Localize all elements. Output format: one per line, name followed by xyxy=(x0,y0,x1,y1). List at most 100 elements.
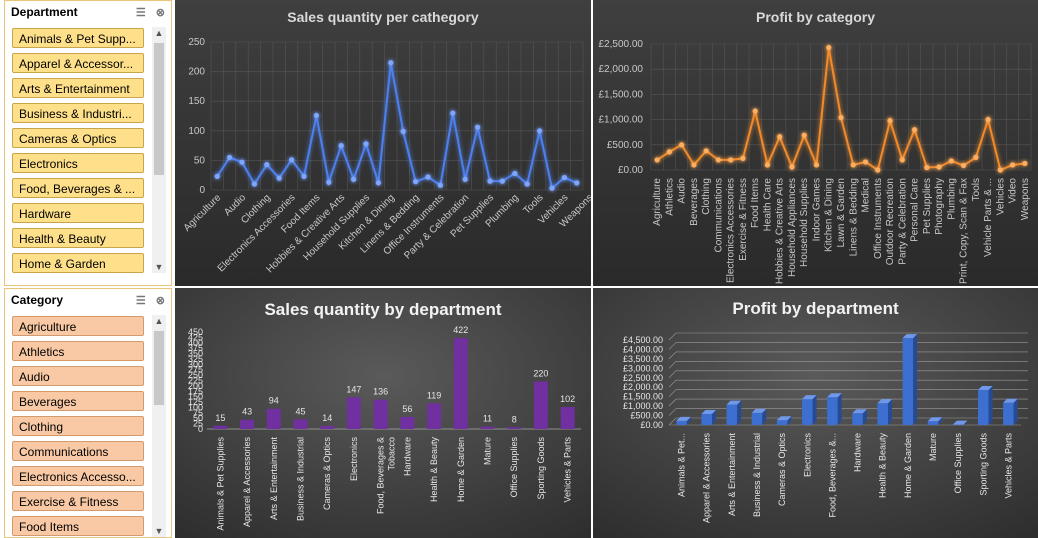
scroll-down-icon[interactable]: ▼ xyxy=(154,262,164,272)
department-slicer-item[interactable]: Electronics xyxy=(12,153,144,173)
scroll-down-icon[interactable]: ▼ xyxy=(154,526,164,536)
sales-quantity-by-department-chart[interactable]: Sales quantity by department 025507510012… xyxy=(175,288,591,538)
data-point xyxy=(666,149,672,155)
category-slicer-item[interactable]: Exercise & Fitness xyxy=(12,491,144,511)
bar-top xyxy=(1003,398,1018,403)
data-point xyxy=(789,164,795,170)
bar xyxy=(776,420,788,425)
category-scrollbar[interactable]: ▲ ▼ xyxy=(152,315,166,537)
y-tick-label: £2,500.00 xyxy=(623,373,663,383)
data-point xyxy=(363,141,369,147)
data-point xyxy=(960,162,967,169)
x-tick-label: Business & Industrial xyxy=(296,437,306,521)
bar xyxy=(320,425,335,429)
category-slicer-item[interactable]: Agriculture xyxy=(12,316,144,336)
profit-by-department-chart[interactable]: Profit by department £0.00£500.00£1,000.0… xyxy=(593,288,1038,538)
category-slicer-item[interactable]: Communications xyxy=(12,441,144,461)
x-tick-label: Weapons xyxy=(1020,178,1031,220)
data-point xyxy=(1010,162,1016,168)
data-point xyxy=(911,127,918,133)
scroll-up-icon[interactable]: ▲ xyxy=(154,316,164,326)
clear-filter-icon[interactable]: ⊗ xyxy=(155,294,165,307)
data-point xyxy=(475,124,481,130)
bar-top xyxy=(978,386,993,391)
series-line xyxy=(216,62,578,191)
y-tick-label: 400 xyxy=(188,338,203,348)
clear-filter-icon[interactable]: ⊗ xyxy=(155,6,165,19)
x-tick-label: Indoor Games xyxy=(811,178,822,241)
y-tick-label: 250 xyxy=(188,370,203,380)
data-point xyxy=(715,157,722,163)
sales-quantity-per-category-chart[interactable]: Sales quantity per cathegory 0 50 100 150 200… xyxy=(175,0,591,286)
department-slicer-item[interactable]: Business & Industri... xyxy=(12,103,144,123)
x-tick-label: Pet Supplies xyxy=(922,178,933,234)
data-point xyxy=(388,60,394,66)
x-tick-label: Hardware xyxy=(402,437,412,476)
bar xyxy=(293,419,308,429)
y-tick-label: £1,000.00 xyxy=(623,401,663,411)
x-tick-label: Apparel & Accessories xyxy=(242,437,252,528)
bar-side xyxy=(737,400,742,425)
data-label: 220 xyxy=(533,369,548,379)
data-point xyxy=(752,108,758,114)
data-point xyxy=(679,142,685,148)
x-tick-label: Outdoor Recreation xyxy=(885,178,896,265)
department-slicer-item[interactable]: Animals & Pet Supp... xyxy=(12,28,144,48)
data-point xyxy=(1022,160,1028,167)
category-scroll-thumb[interactable] xyxy=(154,331,164,405)
department-slicer-item[interactable]: Home & Garden xyxy=(12,253,144,273)
department-scrollbar[interactable]: ▲ ▼ xyxy=(152,27,166,273)
x-tick-label: Health Care xyxy=(762,178,773,232)
data-point xyxy=(326,179,332,185)
chart-background xyxy=(593,0,1038,286)
bar xyxy=(266,408,281,429)
multi-select-icon[interactable]: ☰ xyxy=(135,294,146,307)
data-point xyxy=(549,185,555,191)
y-tick-label: £500.00 xyxy=(630,411,663,421)
x-tick-label: Food, Beverages & xyxy=(376,437,386,514)
y-tick-label: £3,000.00 xyxy=(623,363,663,373)
data-point xyxy=(728,157,734,163)
department-slicer-item[interactable]: Arts & Entertainment xyxy=(12,78,144,98)
department-slicer-item[interactable]: Hardware xyxy=(12,203,144,223)
category-slicer-item[interactable]: Food Items xyxy=(12,516,144,536)
data-label: 102 xyxy=(560,394,575,404)
multi-select-icon[interactable]: ☰ xyxy=(135,6,146,19)
bar xyxy=(877,403,888,425)
bar-side xyxy=(963,420,968,425)
x-tick-label: Personal Care xyxy=(910,178,921,242)
department-slicer-item[interactable]: Health & Beauty xyxy=(12,228,144,248)
category-slicer-item[interactable]: Beverages xyxy=(12,391,144,411)
bar-top xyxy=(827,393,842,398)
x-tick-label: Agriculture xyxy=(652,178,663,226)
data-point xyxy=(313,112,319,119)
category-slicer-item[interactable]: Electronics Accesso... xyxy=(12,466,144,486)
profit-by-category-chart[interactable]: Profit by category £0.00 £500.00 £1,000.00 £… xyxy=(593,0,1038,286)
department-scroll-thumb[interactable] xyxy=(154,43,164,175)
department-slicer-item[interactable]: Apparel & Accessor... xyxy=(12,53,144,73)
data-label: 8 xyxy=(512,414,517,424)
x-tick-label: Sporting Goods xyxy=(536,437,546,500)
data-point xyxy=(561,174,567,181)
bar xyxy=(480,426,495,429)
data-label: 136 xyxy=(373,387,388,397)
data-point xyxy=(740,155,746,162)
bar-top xyxy=(802,395,817,400)
category-slicer-item[interactable]: Audio xyxy=(12,366,144,386)
x-tick-label: Health & Beauty xyxy=(429,437,439,503)
x-tick-label: Apparel & Accessories xyxy=(702,433,712,524)
data-point xyxy=(875,167,881,173)
category-slicer-item[interactable]: Clothing xyxy=(12,416,144,436)
data-point xyxy=(703,148,709,154)
y-tick-label: 275 xyxy=(188,365,203,375)
bar-side xyxy=(887,399,892,425)
category-slicer-item[interactable]: Athletics xyxy=(12,341,144,361)
scroll-up-icon[interactable]: ▲ xyxy=(154,28,164,38)
department-slicer-item[interactable]: Food, Beverages & ... xyxy=(12,178,144,198)
x-tick-label: Cameras & Optics xyxy=(777,433,787,507)
y-tick-label: 375 xyxy=(188,343,203,353)
department-slicer-item[interactable]: Cameras & Optics xyxy=(12,128,144,148)
bar xyxy=(802,399,813,425)
data-label: 14 xyxy=(322,413,332,423)
y-tick-label: 50 xyxy=(194,155,206,166)
